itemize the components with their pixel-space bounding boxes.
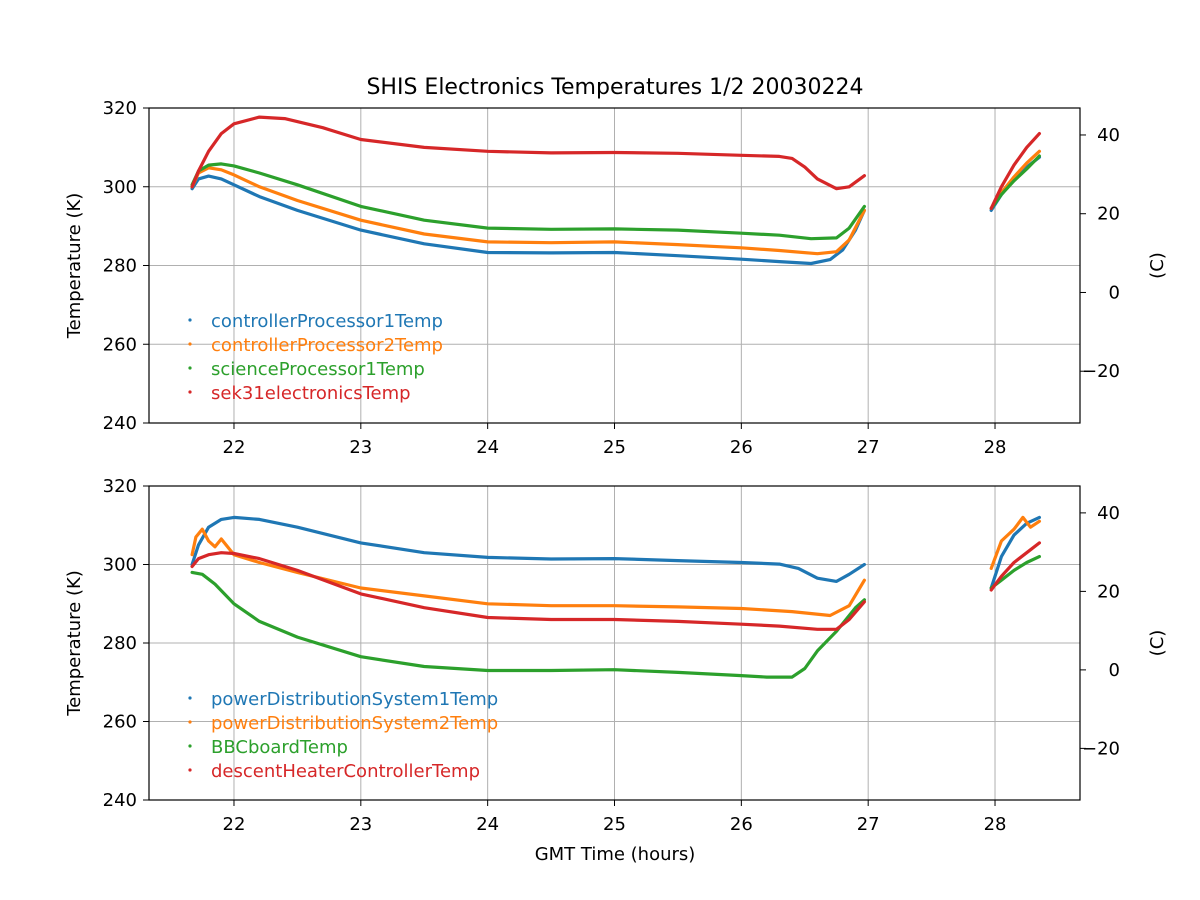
top-x-tick-label: 27 xyxy=(857,437,880,458)
top-right-y-axis-label: (C) xyxy=(1147,252,1168,279)
top-x-tick-label: 26 xyxy=(730,437,753,458)
top-x-tick-label: 25 xyxy=(603,437,626,458)
bottom-x-tick-label: 27 xyxy=(857,814,880,835)
bottom-legend-marker xyxy=(188,768,192,772)
bottom-x-tick-label: 24 xyxy=(476,814,499,835)
top-y-tick-label: 280 xyxy=(103,256,137,277)
bottom-series-line-powerDistributionSystem2Temp xyxy=(989,515,1041,570)
top-right-y-tick-label: −20 xyxy=(1082,361,1120,382)
top-series-line-scienceProcessor1Temp xyxy=(190,162,866,241)
bottom-right-y-tick-label: 20 xyxy=(1097,581,1120,602)
bottom-legend-marker xyxy=(188,744,192,748)
bottom-legend: powerDistributionSystem1Temp powerDistrib… xyxy=(188,689,498,782)
bottom-x-tick-label: 23 xyxy=(349,814,372,835)
bottom-right-y-tick-label: 40 xyxy=(1097,503,1120,524)
bottom-legend-entry: descentHeaterControllerTemp xyxy=(211,761,480,782)
bottom-series-line-descentHeaterControllerTemp xyxy=(190,551,866,631)
bottom-y-tick-label: 320 xyxy=(103,476,137,497)
top-series-line-controllerProcessor1Temp xyxy=(190,174,866,266)
bottom-right-y-tick-label: −20 xyxy=(1082,738,1120,759)
bottom-legend-entry: powerDistributionSystem2Temp xyxy=(211,713,498,734)
bottom-x-tick-label: 26 xyxy=(730,814,753,835)
bottom-x-tick-label: 28 xyxy=(984,814,1007,835)
top-x-tick-label: 24 xyxy=(476,437,499,458)
bottom-series-line-BBCboardTemp xyxy=(190,570,866,679)
top-legend-entry: controllerProcessor1Temp xyxy=(211,311,443,332)
top-legend-marker xyxy=(188,342,192,346)
bottom-series-line-descentHeaterControllerTemp xyxy=(989,541,1041,592)
top-legend-entry: scienceProcessor1Temp xyxy=(211,359,425,380)
bottom-right-y-tick-label: 0 xyxy=(1109,660,1120,681)
top-series-line-scienceProcessor1Temp xyxy=(989,154,1041,210)
bottom-x-tick-label: 22 xyxy=(223,814,246,835)
top-legend-entry: sek31electronicsTemp xyxy=(211,383,411,404)
bottom-legend-marker xyxy=(188,696,192,700)
bottom-y-tick-label: 280 xyxy=(103,633,137,654)
top-legend-marker xyxy=(188,390,192,394)
bottom-y-tick-label: 260 xyxy=(103,712,137,733)
top-right-y-tick-label: 0 xyxy=(1109,282,1120,303)
bottom-y-tick-label: 240 xyxy=(103,790,137,811)
top-legend-entry: controllerProcessor2Temp xyxy=(211,335,443,356)
top-series-line-sek31electronicsTemp xyxy=(989,132,1041,210)
bottom-series-line-powerDistributionSystem1Temp xyxy=(989,515,1041,590)
top-legend: controllerProcessor1Temp controllerProces… xyxy=(188,311,443,404)
x-axis-label: GMT Time (hours) xyxy=(535,844,696,865)
top-x-tick-label: 22 xyxy=(223,437,246,458)
bottom-right-y-axis-label: (C) xyxy=(1147,630,1168,657)
top-y-tick-label: 260 xyxy=(103,334,137,355)
bottom-plot-panel: 22 23 24 25 26 27 28 240 260 280 300 320 −20 0 20 40 Tem… xyxy=(64,476,1168,835)
top-series-line-sek31electronicsTemp xyxy=(190,115,866,191)
top-legend-marker xyxy=(188,366,192,370)
bottom-series-line-powerDistributionSystem2Temp xyxy=(190,527,866,618)
top-y-tick-label: 300 xyxy=(103,177,137,198)
top-y-tick-label: 240 xyxy=(103,413,137,434)
top-y-tick-label: 320 xyxy=(103,98,137,119)
top-x-tick-label: 23 xyxy=(349,437,372,458)
bottom-y-tick-label: 300 xyxy=(103,555,137,576)
top-right-y-tick-label: 40 xyxy=(1097,125,1120,146)
top-series-line-controllerProcessor2Temp xyxy=(190,166,866,256)
top-plot-panel: 22 23 24 25 26 27 28 240 260 280 300 320 −20 0 20 40 Tem… xyxy=(64,98,1168,458)
bottom-series-line-powerDistributionSystem1Temp xyxy=(190,515,866,583)
figure-title: SHIS Electronics Temperatures 1/2 200302… xyxy=(366,75,863,100)
bottom-legend-marker xyxy=(188,720,192,724)
bottom-y-axis-label: Temperature (K) xyxy=(64,570,85,717)
top-y-axis-label: Temperature (K) xyxy=(64,193,85,340)
top-right-y-tick-label: 20 xyxy=(1097,204,1120,225)
top-x-tick-label: 28 xyxy=(984,437,1007,458)
bottom-legend-entry: BBCboardTemp xyxy=(211,737,348,758)
bottom-x-tick-label: 25 xyxy=(603,814,626,835)
top-legend-marker xyxy=(188,318,192,322)
bottom-legend-entry: powerDistributionSystem1Temp xyxy=(211,689,498,710)
